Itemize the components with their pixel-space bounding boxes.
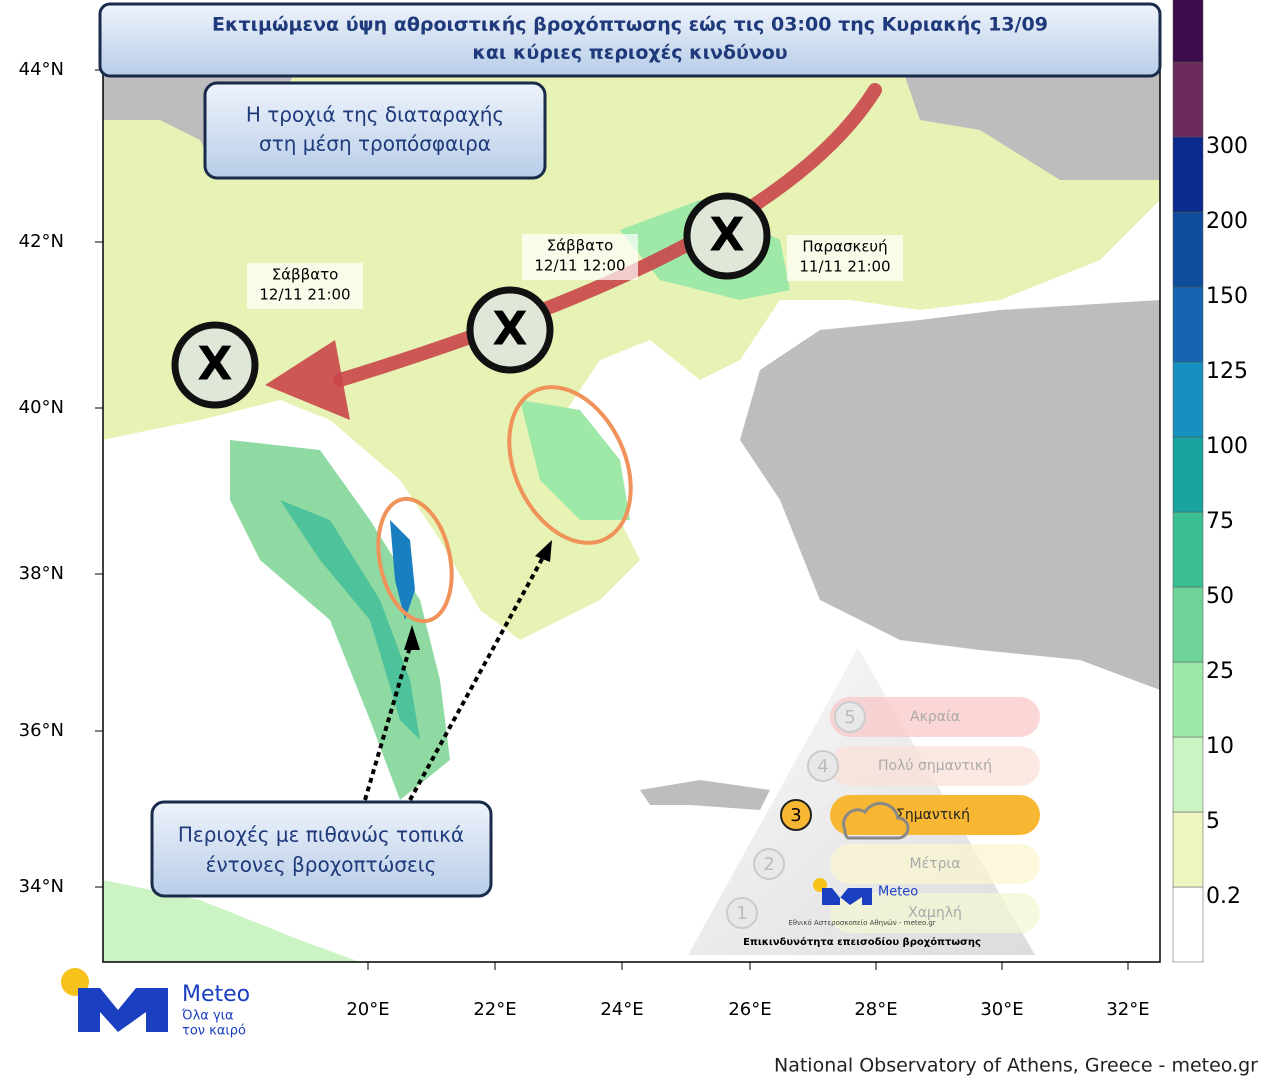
low-symbol: X <box>709 208 744 262</box>
callout-box <box>150 800 493 898</box>
lat-label: 40°N <box>19 397 64 418</box>
lon-label: 26°E <box>728 999 771 1020</box>
colorbar-segment <box>1172 286 1204 363</box>
logo-name: Meteo <box>182 982 250 1007</box>
low-symbol: X <box>492 302 527 356</box>
track-box <box>203 81 547 180</box>
callout-arrows <box>363 549 549 801</box>
lat-label: 34°N <box>19 876 64 897</box>
risk-number-circle <box>780 799 812 831</box>
colorbar-segment <box>1172 511 1204 588</box>
colorbar-label: 75 <box>1206 509 1234 534</box>
colorbar-label: 125 <box>1206 359 1248 384</box>
low-marker <box>683 192 771 280</box>
marker-label-bg <box>787 235 903 281</box>
colorbar-segment <box>1172 661 1204 738</box>
marker-day: Παρασκευή <box>802 238 887 256</box>
risk-number: 5 <box>844 707 855 728</box>
colorbar-segment <box>1172 736 1204 813</box>
colorbar-label: 150 <box>1206 284 1248 309</box>
lat-label: 44°N <box>19 59 64 80</box>
track-text: Η τροχιά της διαταραχής <box>246 103 504 127</box>
marker-time: 12/11 12:00 <box>534 257 625 275</box>
colorbar-segment <box>1172 586 1204 663</box>
track-arrow <box>265 83 882 420</box>
callout-text: Περιοχές με πιθανώς τοπικά <box>178 823 464 847</box>
low-marker <box>466 286 554 374</box>
risk-pill <box>830 844 1040 884</box>
marker-label-bg <box>522 234 638 280</box>
footer: National Observatory of Athens, Greece -… <box>774 1055 1258 1077</box>
mini-logo-name: Meteo <box>878 885 918 900</box>
lat-label: 42°N <box>19 231 64 252</box>
cloud-icon <box>842 802 910 840</box>
low-symbol: X <box>197 337 232 391</box>
lon-label: 28°E <box>854 999 897 1020</box>
low-marker <box>171 321 259 409</box>
colorbar-label: 0.2 <box>1206 884 1241 909</box>
risk-number-circle <box>834 701 866 733</box>
logo-slogan: Όλα για <box>181 1009 234 1024</box>
risk-label: Πολύ σημαντική <box>878 758 992 774</box>
colorbar-segment <box>1172 61 1204 138</box>
logo-slogan: τον καιρό <box>182 1024 246 1039</box>
marker-time: 11/11 21:00 <box>799 258 890 276</box>
risk-label: Σημαντική <box>896 807 970 823</box>
colorbar-segment <box>1172 211 1204 288</box>
risk-label: Μέτρια <box>910 856 961 872</box>
mini-logo-org: Εθνικό Αστεροσκοπείο Αθηνών - meteo.gr <box>788 919 935 927</box>
colorbar-label: 5 <box>1206 809 1220 834</box>
colorbar-label: 300 <box>1206 134 1248 159</box>
callout-text: έντονες βροχοπτώσεις <box>206 853 437 877</box>
marker-label-bg <box>247 263 363 309</box>
colorbar-segment <box>1172 436 1204 513</box>
lon-label: 32°E <box>1106 999 1149 1020</box>
colorbar-segment <box>1172 0 1204 63</box>
lon-label: 20°E <box>346 999 389 1020</box>
track-text: στη μέση τροπόσφαιρα <box>259 132 491 156</box>
lat-label: 36°N <box>19 720 64 741</box>
lon-label: 24°E <box>600 999 643 1020</box>
risk-number: 2 <box>763 854 774 875</box>
risk-number: 3 <box>790 805 801 826</box>
logo: Meteo Όλα για τον καιρό <box>61 968 250 1039</box>
title-box <box>98 2 1162 78</box>
marker-day: Σάββατο <box>547 237 614 255</box>
risk-number-circle <box>807 750 839 782</box>
lat-label: 38°N <box>19 563 64 584</box>
risk-caption: Επικινδυνότητα επεισοδίου βροχόπτωσης <box>743 936 981 948</box>
risk-label: Χαμηλή <box>908 905 962 921</box>
title-line: και κύριες περιοχές κινδύνου <box>472 42 787 64</box>
colorbar-label: 50 <box>1206 584 1234 609</box>
marker-time: 12/11 21:00 <box>259 286 350 304</box>
risk-number: 1 <box>736 903 747 924</box>
colorbar-segment <box>1172 811 1204 888</box>
colorbar-segment <box>1172 886 1204 963</box>
risk-number-circle <box>726 897 758 929</box>
lon-label: 22°E <box>473 999 516 1020</box>
risk-label: Ακραία <box>910 709 960 725</box>
risk-pill <box>830 893 1040 933</box>
risk-number-circle <box>753 848 785 880</box>
colorbar-label: 25 <box>1206 659 1234 684</box>
risk-pill <box>830 746 1040 786</box>
colorbar-label: 10 <box>1206 734 1234 759</box>
colorbar-label: 100 <box>1206 434 1248 459</box>
marker-day: Σάββατο <box>272 266 339 284</box>
title-line: Εκτιμώμενα ύψη αθροιστικής βροχόπτωσης ε… <box>212 14 1048 36</box>
colorbar-segment <box>1172 136 1204 213</box>
colorbar-segment <box>1172 361 1204 438</box>
lon-label: 30°E <box>980 999 1023 1020</box>
risk-pill <box>830 697 1040 737</box>
mini-logo <box>822 888 872 905</box>
risk-ellipses <box>376 385 633 624</box>
colorbar-label: 200 <box>1206 209 1248 234</box>
risk-number: 4 <box>817 756 828 777</box>
